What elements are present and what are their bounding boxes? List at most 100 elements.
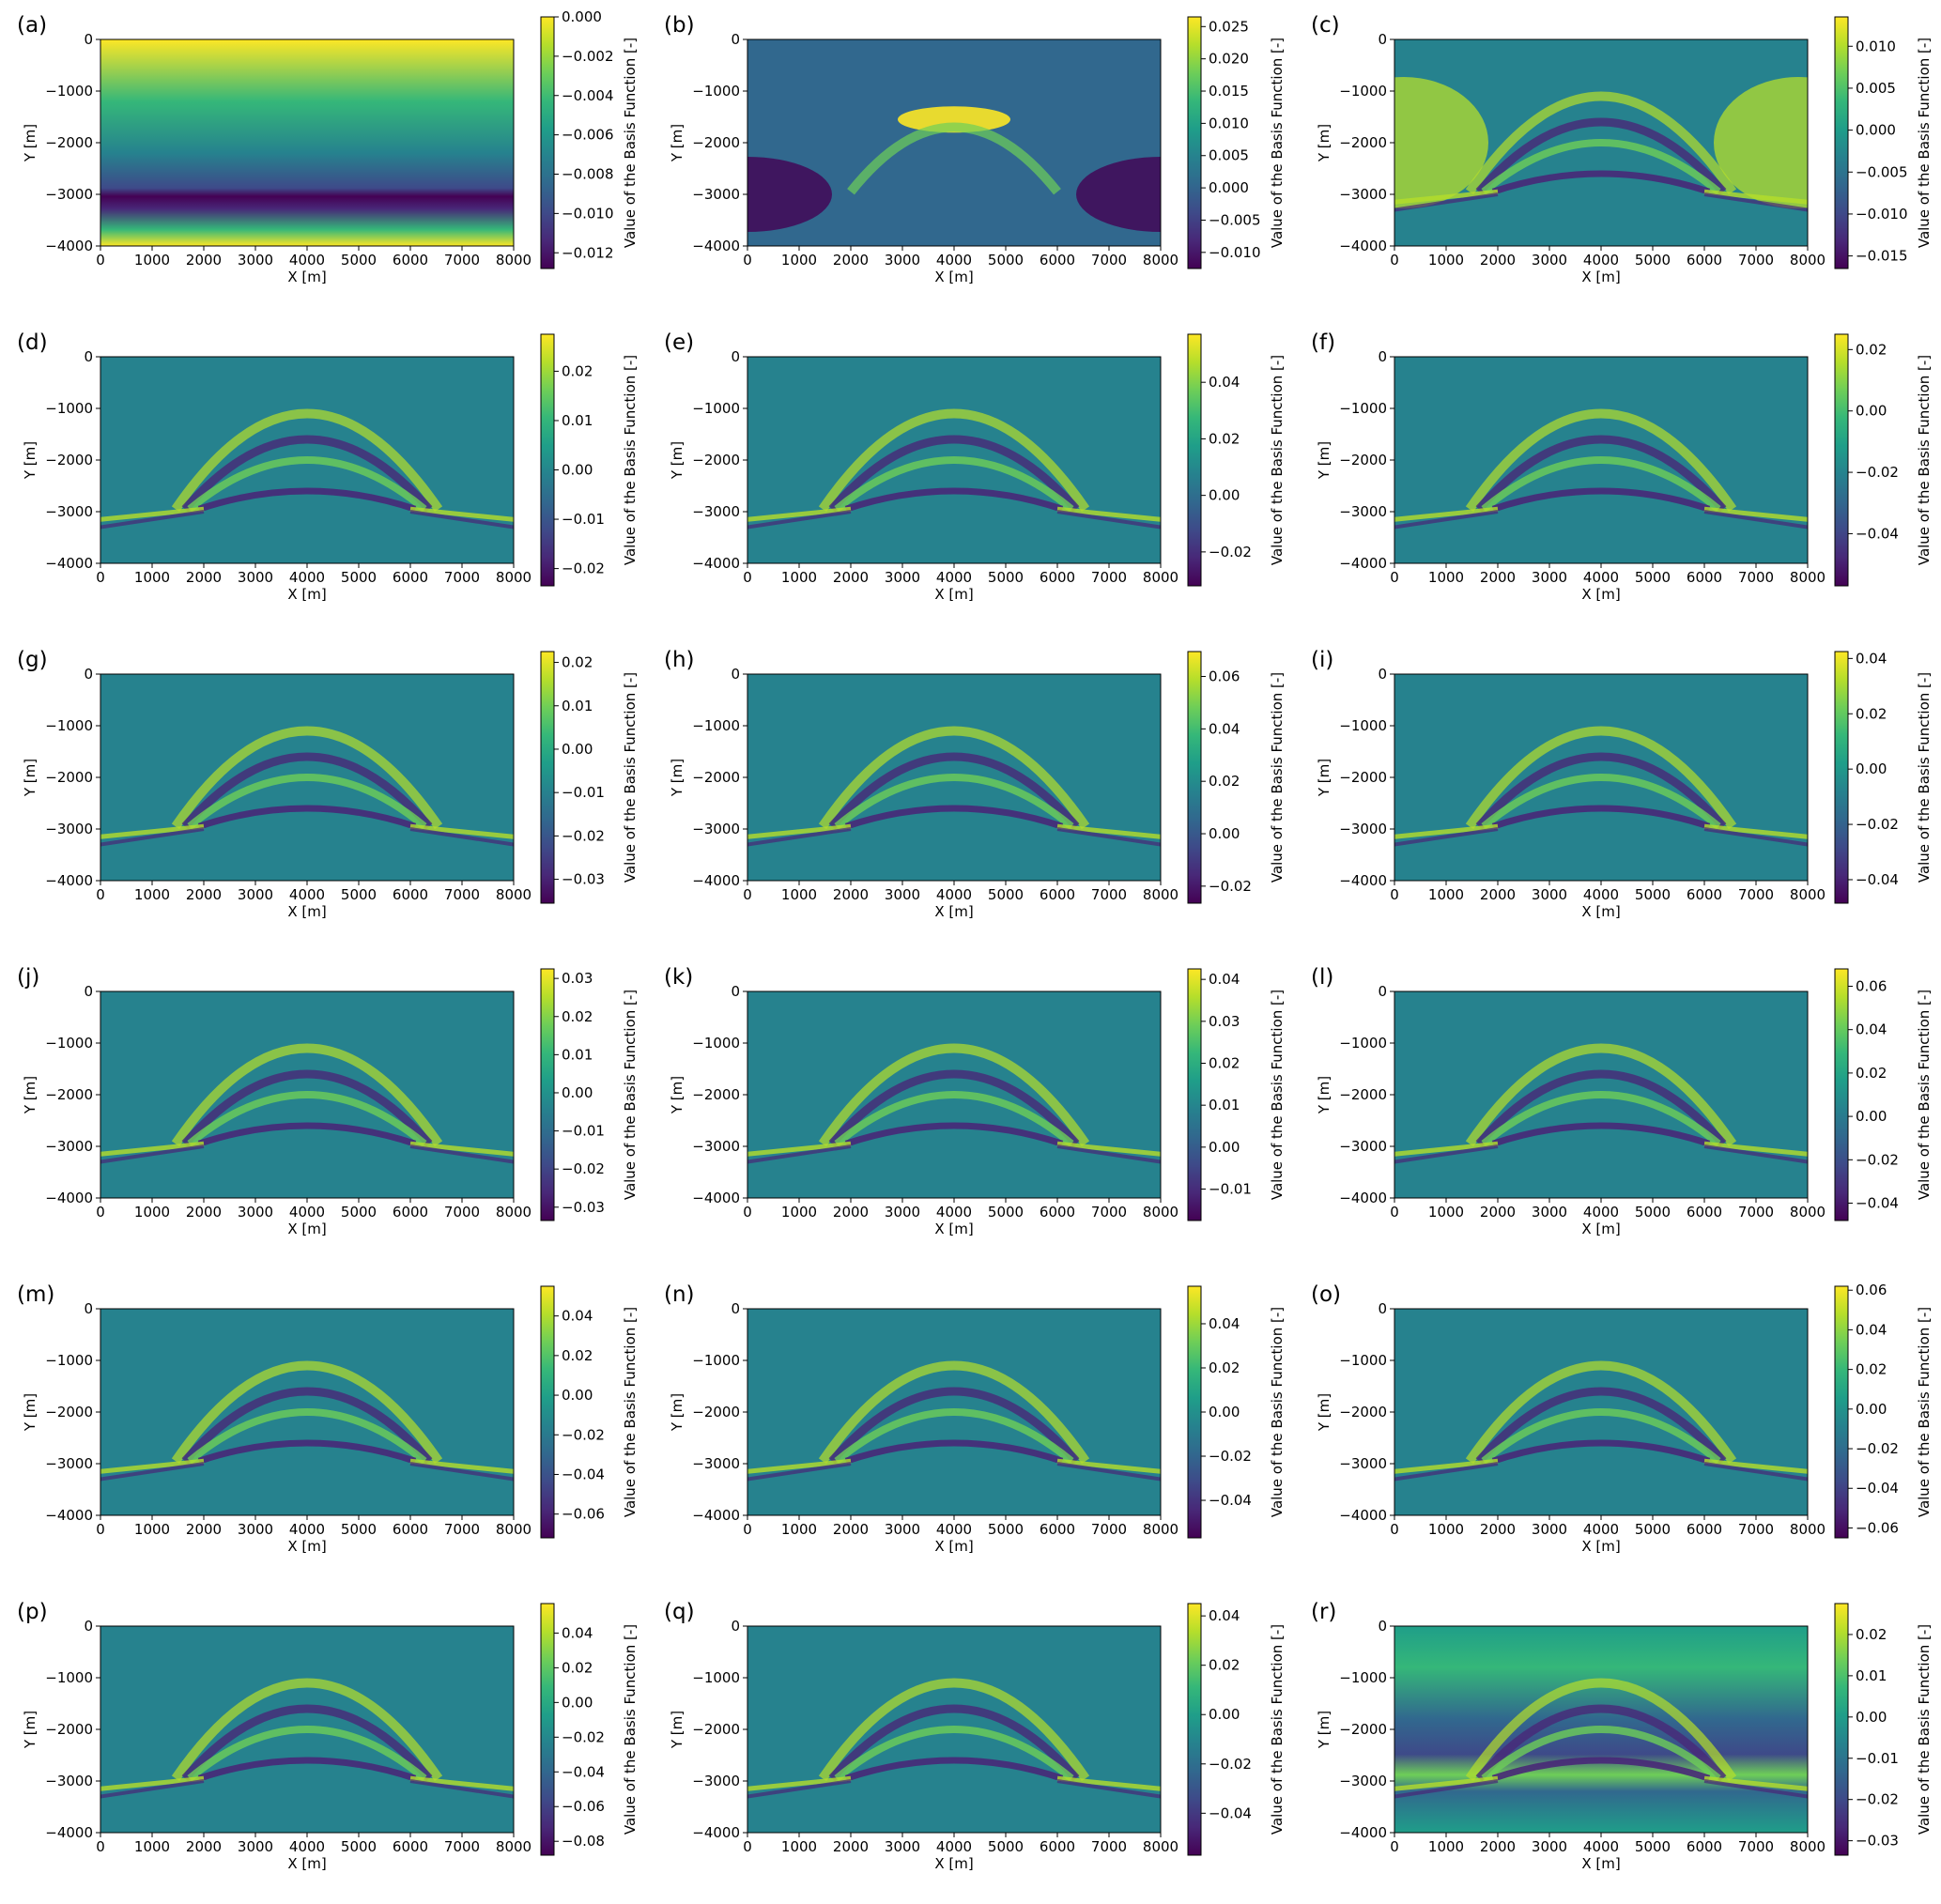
x-tick-label: 6000 — [393, 1521, 428, 1538]
colorbar-tick-label: 0.00 — [562, 462, 593, 479]
y-tick-label: 0 — [84, 983, 93, 1000]
colorbar-tick-label: −0.02 — [1856, 1440, 1899, 1457]
x-tick-label: 3000 — [1532, 252, 1567, 269]
colorbar-tick-label: −0.04 — [1209, 1804, 1252, 1821]
x-tick-label: 1000 — [781, 886, 817, 903]
colorbar-tick-label: 0.005 — [1856, 80, 1896, 97]
panel-label: (o) — [1311, 1282, 1341, 1307]
x-tick-label: 0 — [96, 569, 105, 586]
x-axis-label: X [m] — [934, 1538, 973, 1555]
x-tick-label: 8000 — [496, 252, 531, 269]
colorbar-tick-label: 0.02 — [1856, 1065, 1887, 1082]
y-tick-label: −1000 — [692, 1669, 740, 1686]
heatmap-image — [747, 674, 1161, 881]
x-tick-label: 2000 — [833, 1204, 869, 1221]
y-tick-label: −4000 — [692, 1507, 740, 1524]
y-tick-label: −3000 — [1339, 821, 1387, 837]
y-tick-label: −1000 — [45, 1352, 93, 1369]
y-tick-label: −1000 — [1339, 83, 1387, 100]
colorbar-tick-label: 0.02 — [562, 1008, 593, 1025]
x-tick-label: 7000 — [444, 569, 480, 586]
y-tick-label: −4000 — [1339, 1824, 1387, 1841]
x-tick-label: 4000 — [289, 1838, 325, 1855]
colorbar-tick-label: −0.02 — [1856, 816, 1899, 833]
x-tick-label: 2000 — [1480, 569, 1516, 586]
x-tick-label: 3000 — [238, 1204, 273, 1221]
colorbar-tick-label: 0.02 — [1209, 430, 1240, 447]
x-tick-label: 0 — [1390, 886, 1399, 903]
colorbar-tick-label: 0.02 — [1856, 1626, 1887, 1643]
x-tick-label: 0 — [96, 1204, 105, 1221]
x-tick-label: 1000 — [781, 1204, 817, 1221]
y-tick-label: −2000 — [45, 1086, 93, 1103]
colorbar-tick-label: 0.02 — [1856, 341, 1887, 358]
chart-svg: (q) 0 1000 2000 3000 4000 5000 6000 7000 8000 0 −10… — [664, 1600, 1286, 1872]
y-tick-label: −1000 — [45, 717, 93, 734]
y-tick-label: −1000 — [1339, 717, 1387, 734]
y-tick-label: −3000 — [692, 1773, 740, 1789]
x-tick-label: 7000 — [1738, 569, 1774, 586]
x-tick-label: 3000 — [1532, 1204, 1567, 1221]
colorbar-tick-label: 0.020 — [1209, 51, 1249, 68]
colorbar-tick-label: 0.00 — [1856, 403, 1887, 420]
colorbar-tick-label: 0.04 — [1856, 1321, 1887, 1338]
chart-svg: (p) 0 1000 2000 3000 4000 5000 6000 7000 8000 0 −10… — [17, 1600, 639, 1872]
x-tick-label: 3000 — [238, 569, 273, 586]
x-tick-label: 5000 — [1635, 1204, 1671, 1221]
x-axis-label: X [m] — [287, 269, 326, 285]
colorbar-tick-label: −0.02 — [562, 827, 605, 844]
panel-label: (p) — [17, 1600, 48, 1624]
x-tick-label: 6000 — [1687, 569, 1722, 586]
x-tick-label: 4000 — [1583, 886, 1619, 903]
y-tick-label: −2000 — [1339, 1721, 1387, 1738]
colorbar — [540, 1603, 555, 1856]
colorbar-tick-label: −0.005 — [1856, 163, 1908, 180]
x-tick-label: 5000 — [1635, 569, 1671, 586]
y-tick-label: 0 — [731, 1618, 740, 1635]
chart-svg: (a) 0 1000 2000 3000 4000 5000 6000 7000 8000 0 −10… — [17, 8, 639, 285]
chart-panel: (i) 0 1000 2000 3000 4000 5000 6000 7000 8000 0 −10… — [1294, 640, 1941, 952]
x-tick-label: 1000 — [134, 1521, 170, 1538]
colorbar — [1187, 651, 1202, 904]
y-axis-label: Y [m] — [669, 1393, 686, 1432]
x-tick-label: 3000 — [885, 252, 920, 269]
y-tick-label: −3000 — [692, 1138, 740, 1155]
heatmap-image — [747, 1309, 1161, 1515]
x-tick-label: 6000 — [393, 886, 428, 903]
x-tick-label: 2000 — [1480, 886, 1516, 903]
x-tick-label: 3000 — [238, 1838, 273, 1855]
colorbar-tick-label: 0.04 — [1856, 1021, 1887, 1038]
panel-label: (j) — [17, 965, 39, 990]
x-tick-label: 5000 — [341, 1521, 377, 1538]
y-tick-label: −3000 — [1339, 1455, 1387, 1472]
colorbar-tick-label: 0.000 — [562, 8, 602, 25]
x-tick-label: 3000 — [1532, 1838, 1567, 1855]
colorbar-label: Value of the Basis Function [-] — [622, 38, 639, 248]
chart-panel: (k) 0 1000 2000 3000 4000 5000 6000 7000 8000 0 −10… — [647, 958, 1294, 1269]
chart-svg: (g) 0 1000 2000 3000 4000 5000 6000 7000 8000 0 −10… — [17, 648, 639, 920]
colorbar-tick-label: −0.04 — [1856, 871, 1899, 888]
colorbar-tick-label: 0.00 — [1209, 1404, 1240, 1420]
colorbar-tick-label: −0.03 — [1856, 1833, 1899, 1850]
colorbar-tick-label: −0.002 — [562, 48, 614, 65]
x-tick-label: 3000 — [885, 1521, 920, 1538]
colorbar-tick-label: −0.01 — [1856, 1750, 1899, 1767]
heatmap-image — [1394, 1626, 1808, 1833]
x-tick-label: 7000 — [1738, 886, 1774, 903]
x-tick-label: 8000 — [1143, 252, 1178, 269]
x-tick-label: 6000 — [393, 1838, 428, 1855]
colorbar-label: Value of the Basis Function [-] — [1916, 1624, 1933, 1835]
heatmap-image — [1394, 991, 1808, 1198]
x-tick-label: 8000 — [1790, 1521, 1825, 1538]
x-tick-label: 6000 — [1040, 1838, 1075, 1855]
chart-svg: (b) 0 1000 2000 3000 4000 5000 6000 7000 8000 0 −10… — [664, 13, 1286, 285]
colorbar-tick-label: 0.04 — [1856, 650, 1887, 667]
y-tick-label: −3000 — [692, 503, 740, 520]
y-tick-label: −1000 — [45, 1669, 93, 1686]
chart-panel: (n) 0 1000 2000 3000 4000 5000 6000 7000 8000 0 −10… — [647, 1275, 1294, 1587]
colorbar-tick-label: −0.08 — [562, 1833, 605, 1850]
colorbar-tick-label: −0.008 — [562, 166, 614, 183]
colorbar-tick-label: 0.00 — [1856, 1401, 1887, 1418]
y-tick-label: 0 — [731, 348, 740, 365]
colorbar-tick-label: −0.010 — [1209, 244, 1261, 261]
